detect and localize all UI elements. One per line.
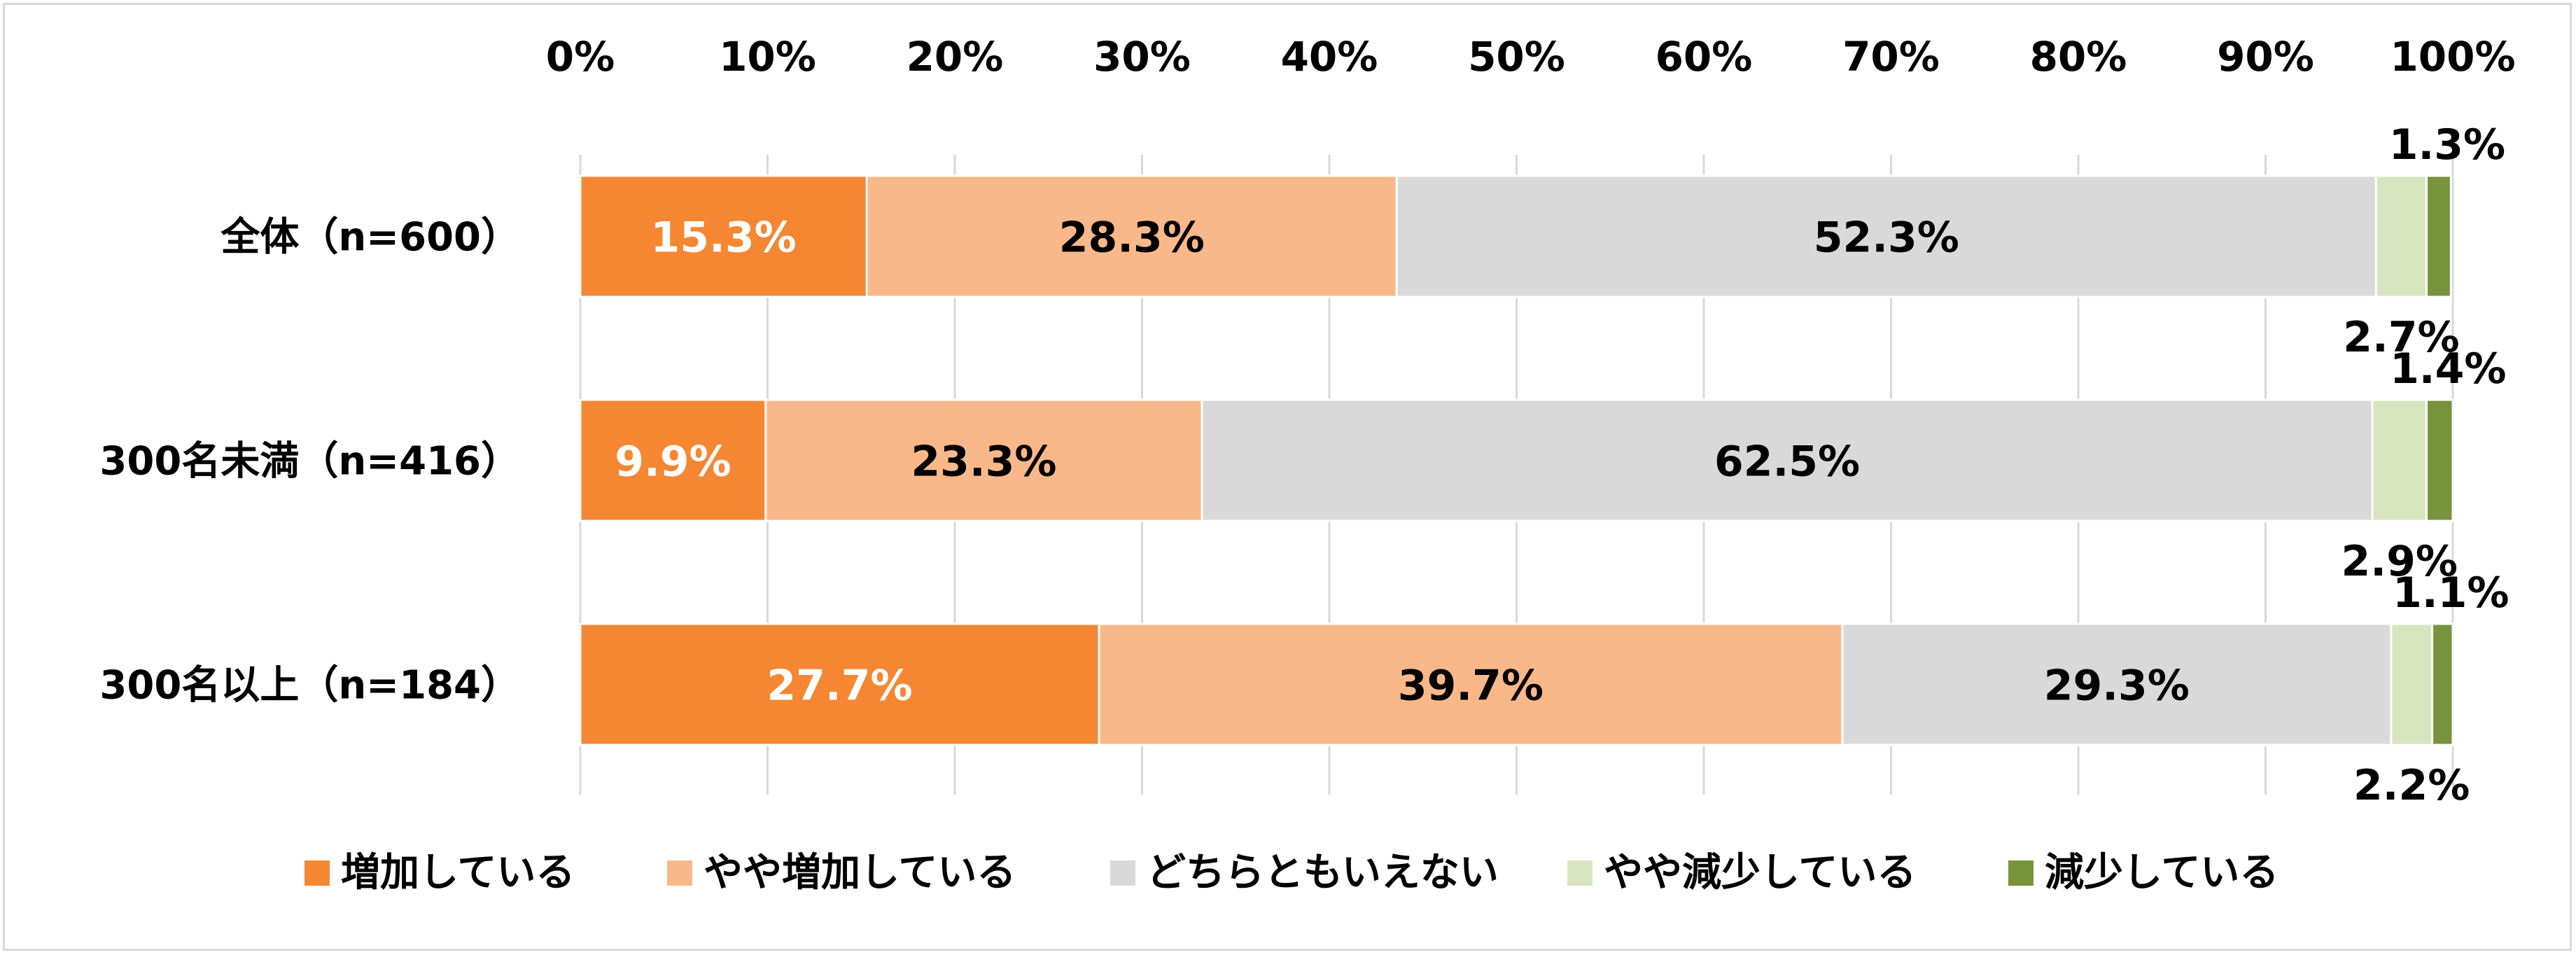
category-label: 300名未満（n=416） <box>99 439 520 485</box>
data-label: 28.3% <box>1059 214 1205 263</box>
bar-segment <box>764 398 1203 522</box>
data-label: 9.9% <box>615 438 731 487</box>
chart-frame: 0% 10% 20% 30% 40% 50% 60% 70% 80% 90% 100% 全体（n=6… <box>3 3 2572 951</box>
stacked-bar-chart: 0% 10% 20% 30% 40% 50% 60% 70% 80% 90% 100% 全体（n=6… <box>99 33 2516 895</box>
data-labels: 15.3% 28.3% 52.3% 2.7% 1.3% 9.9% 23.3% 62.5% 2.9… <box>615 120 2509 810</box>
legend-label: 減少している <box>2045 850 2278 895</box>
x-tick-label: 10% <box>719 33 816 81</box>
bar-segment <box>1841 622 2393 746</box>
x-tick-label: 20% <box>906 33 1004 81</box>
legend-label: やや減少している <box>1604 850 1916 895</box>
data-label: 1.3% <box>2389 120 2505 169</box>
legend-label: やや増加している <box>704 850 1016 895</box>
bar-segment <box>2431 622 2454 746</box>
legend-swatch <box>304 860 330 886</box>
bar-segment <box>1395 174 2377 298</box>
x-tick-label: 40% <box>1281 33 1378 81</box>
x-tick-label: 70% <box>1842 33 1940 81</box>
bar-segment <box>865 174 1398 298</box>
x-tick-label: 0% <box>546 33 615 81</box>
bars <box>579 174 2454 746</box>
legend-swatch <box>1110 860 1135 886</box>
legend: 増加している やや増加している どちらともいえない やや減少している 減少している <box>304 850 2278 895</box>
data-label: 15.3% <box>651 214 797 263</box>
data-label: 39.7% <box>1398 662 1544 711</box>
data-label: 29.3% <box>2044 662 2190 711</box>
legend-label: 増加している <box>341 850 575 895</box>
bar-segment <box>2390 622 2434 746</box>
x-axis-ticks: 0% 10% 20% 30% 40% 50% 60% 70% 80% 90% 100% <box>546 33 2516 81</box>
data-label: 23.3% <box>911 438 1056 487</box>
legend-swatch <box>1567 860 1592 886</box>
legend-label: どちらともいえない <box>1147 850 1499 895</box>
data-label: 27.7% <box>766 662 912 711</box>
category-label: 300名以上（n=184） <box>99 663 520 709</box>
legend-swatch <box>2008 860 2033 886</box>
x-tick-label: 50% <box>1468 33 1565 81</box>
bar-segment <box>2426 174 2452 298</box>
x-tick-label: 80% <box>2030 33 2127 81</box>
category-labels: 全体（n=600） 300名未満（n=416） 300名以上（n=184） <box>99 215 520 709</box>
data-label: 1.1% <box>2393 569 2509 618</box>
bar-segment <box>579 398 767 522</box>
category-label: 全体（n=600） <box>220 215 520 260</box>
bar-segment <box>1200 398 2374 522</box>
data-label: 52.3% <box>1814 214 1959 263</box>
data-label: 2.9% <box>2342 537 2458 586</box>
bar-segment <box>579 622 1100 746</box>
bar-segment <box>2374 174 2428 298</box>
x-tick-label: 30% <box>1093 33 1191 81</box>
data-label: 1.4% <box>2390 344 2506 393</box>
legend-swatch <box>667 860 692 886</box>
x-tick-label: 90% <box>2217 33 2314 81</box>
data-label: 2.7% <box>2343 313 2459 362</box>
bar-segment <box>579 174 868 298</box>
x-tick-label: 60% <box>1656 33 1753 81</box>
data-label: 2.2% <box>2353 761 2470 810</box>
bar-segment <box>2426 398 2454 522</box>
data-label: 62.5% <box>1714 438 1860 487</box>
x-tick-label: 100% <box>2390 33 2515 81</box>
bar-segment <box>2371 398 2428 522</box>
